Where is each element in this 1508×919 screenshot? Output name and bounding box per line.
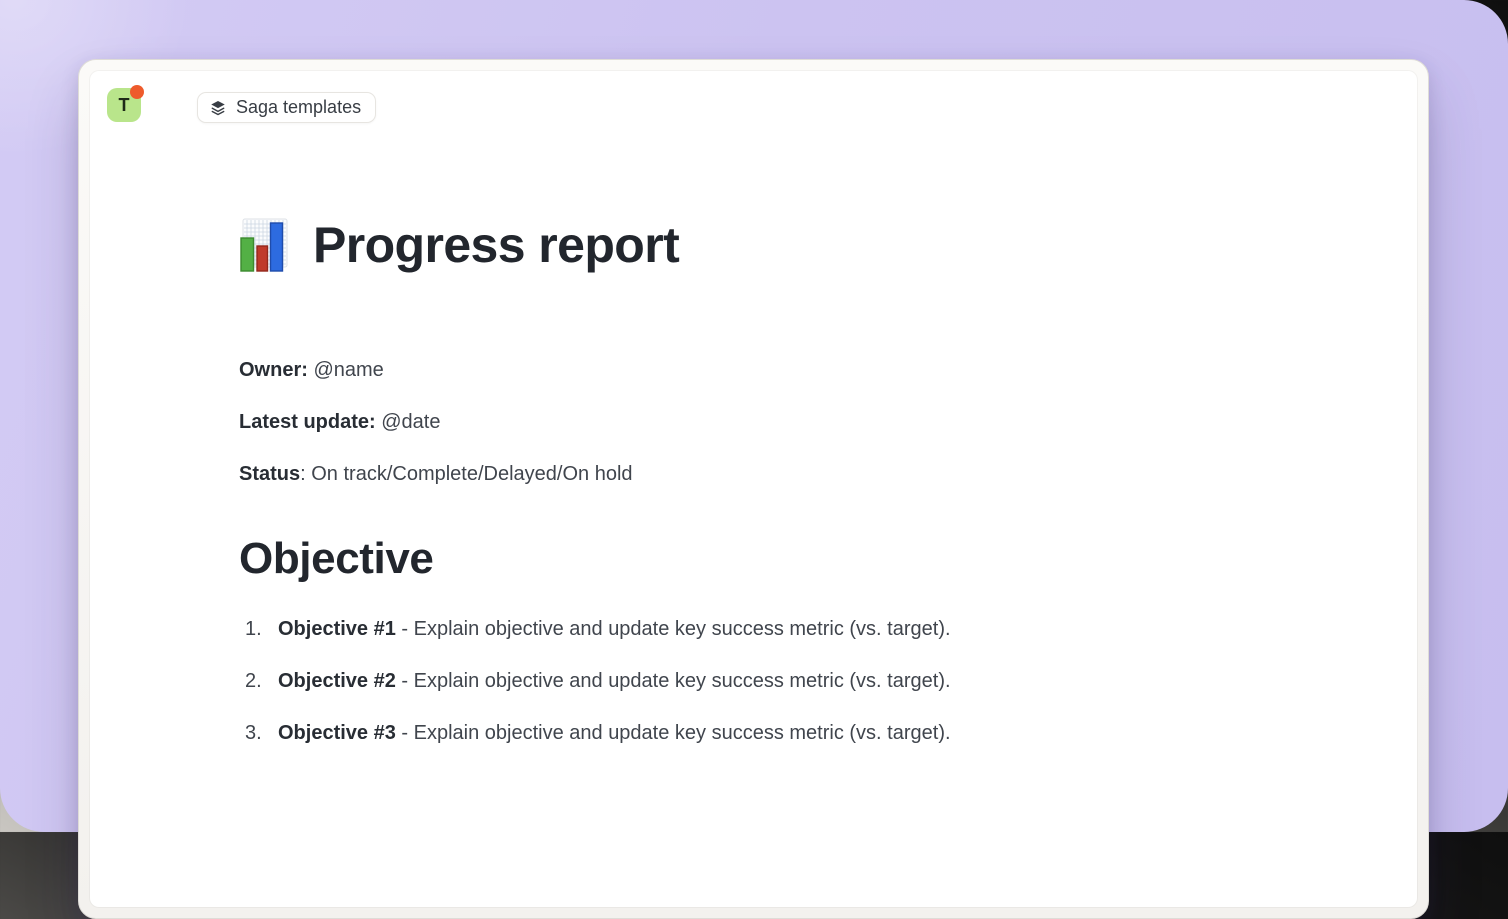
layers-icon bbox=[209, 99, 227, 117]
app-window-card: T Saga templates bbox=[78, 59, 1429, 919]
list-item-text: Objective #3 - Explain objective and upd… bbox=[278, 721, 951, 745]
list-item: 2. Objective #2 - Explain objective and … bbox=[239, 669, 1299, 693]
workspace-avatar[interactable]: T bbox=[107, 85, 144, 122]
section-heading-objective: Objective bbox=[239, 534, 434, 583]
meta-latest-update-value: @date bbox=[375, 411, 441, 433]
meta-status-value: : On track/Complete/Delayed/On hold bbox=[300, 463, 633, 485]
document-surface: T Saga templates bbox=[90, 71, 1417, 907]
page-title-row: Progress report bbox=[239, 217, 1299, 273]
list-item-text: Objective #1 - Explain objective and upd… bbox=[278, 617, 951, 641]
objective-description: - Explain objective and update key succe… bbox=[395, 722, 951, 744]
meta-owner-value: @name bbox=[307, 359, 384, 381]
meta-status: Status: On track/Complete/Delayed/On hol… bbox=[239, 462, 1299, 486]
document-body: Progress report Owner: @name Latest upda… bbox=[239, 217, 1299, 773]
objectives-list: 1. Objective #1 - Explain objective and … bbox=[239, 617, 1299, 745]
page-title: Progress report bbox=[313, 217, 680, 273]
objective-description: - Explain objective and update key succe… bbox=[395, 618, 951, 640]
breadcrumb-label: Saga templates bbox=[236, 97, 362, 117]
meta-status-label: Status bbox=[239, 463, 301, 485]
meta-latest-update: Latest update: @date bbox=[239, 410, 1299, 434]
meta-owner: Owner: @name bbox=[239, 358, 1299, 382]
list-item: 1. Objective #1 - Explain objective and … bbox=[239, 617, 1299, 641]
objective-title: Objective #2 bbox=[278, 670, 396, 692]
meta-block: Owner: @name Latest update: @date Status… bbox=[239, 358, 1299, 486]
meta-latest-update-label: Latest update: bbox=[239, 411, 376, 433]
list-item: 3. Objective #3 - Explain objective and … bbox=[239, 721, 1299, 745]
list-item-number: 2. bbox=[245, 670, 262, 692]
objective-description: - Explain objective and update key succe… bbox=[395, 670, 951, 692]
meta-owner-label: Owner: bbox=[239, 359, 308, 381]
objective-title: Objective #3 bbox=[278, 722, 396, 744]
breadcrumb-button[interactable]: Saga templates bbox=[197, 92, 377, 123]
list-item-number: 1. bbox=[245, 618, 262, 640]
list-item-number: 3. bbox=[245, 722, 262, 744]
workspace-avatar-letter: T bbox=[118, 94, 130, 115]
list-item-text: Objective #2 - Explain objective and upd… bbox=[278, 669, 951, 693]
bar-chart-emoji bbox=[239, 218, 289, 272]
objective-title: Objective #1 bbox=[278, 618, 396, 640]
notification-dot bbox=[130, 85, 144, 99]
